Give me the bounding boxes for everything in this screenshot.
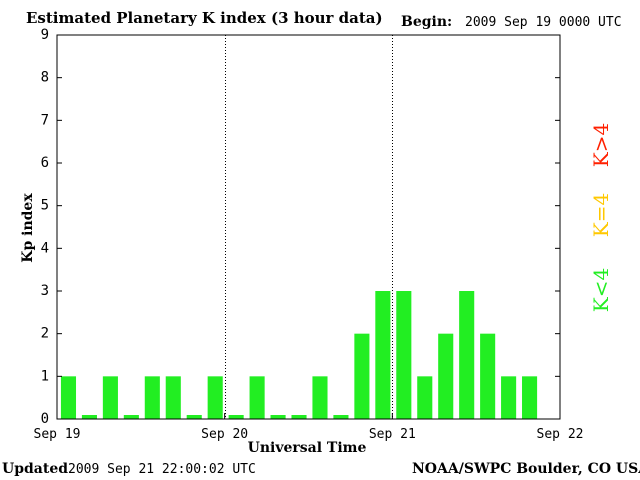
x-tick-label: Sep 21	[369, 427, 416, 442]
kp-bar	[480, 333, 496, 419]
kp-bar	[228, 415, 244, 419]
kp-bar	[291, 415, 307, 419]
chart-title: Estimated Planetary K index (3 hour data…	[26, 9, 383, 27]
y-tick-label: 3	[41, 283, 49, 299]
begin-value: 2009 Sep 19 0000 UTC	[465, 15, 622, 30]
kp-bar	[459, 291, 475, 419]
kp-bar	[522, 376, 538, 419]
legend: K>4 K=4 K<4	[589, 123, 613, 312]
kp-bar	[165, 376, 181, 419]
x-tick-label: Sep 20	[201, 427, 248, 442]
y-axis-ticks: 0 1 2 3 4 5 6 7 8 9	[41, 27, 560, 427]
x-tick-label: Sep 22	[537, 427, 584, 442]
bars-group	[60, 291, 538, 419]
credit-text: NOAA/SWPC Boulder, CO USA	[412, 461, 640, 477]
kp-bar	[207, 376, 223, 419]
y-tick-label: 7	[41, 112, 49, 128]
kp-bar	[144, 376, 160, 419]
x-axis-label: Universal Time	[247, 440, 367, 456]
y-tick-label: 5	[41, 198, 49, 214]
kp-bar	[396, 291, 412, 419]
kp-bar	[81, 415, 97, 419]
kp-bar	[102, 376, 118, 419]
y-tick-label: 0	[41, 411, 49, 427]
kp-bar	[123, 415, 139, 419]
updated-label: Updated	[2, 461, 69, 477]
updated-value: 2009 Sep 21 22:00:02 UTC	[68, 462, 256, 477]
y-tick-label: 6	[41, 155, 49, 171]
y-tick-label: 1	[41, 368, 49, 384]
kp-bar	[438, 333, 454, 419]
begin-label: Begin:	[401, 14, 453, 30]
kp-bar	[417, 376, 433, 419]
y-tick-label: 8	[41, 70, 49, 86]
kp-bar	[501, 376, 517, 419]
kp-bar	[249, 376, 265, 419]
y-tick-label: 9	[41, 27, 49, 43]
kp-bar	[354, 333, 370, 419]
kp-bar	[312, 376, 328, 419]
legend-label: K>4	[589, 123, 613, 167]
x-axis-ticks: Sep 19 Sep 20 Sep 21 Sep 22	[34, 413, 584, 442]
y-tick-label: 4	[41, 240, 49, 256]
kp-bar	[333, 415, 349, 419]
x-tick-label: Sep 19	[34, 427, 81, 442]
legend-label: K=4	[589, 193, 613, 237]
kp-bar	[60, 376, 77, 419]
day-separators	[225, 35, 393, 419]
kp-bar	[186, 415, 202, 419]
y-tick-label: 2	[41, 326, 49, 342]
kp-bar	[375, 291, 391, 419]
plot-frame	[56, 34, 561, 420]
legend-label: K<4	[589, 268, 613, 312]
kp-bar	[270, 415, 286, 419]
